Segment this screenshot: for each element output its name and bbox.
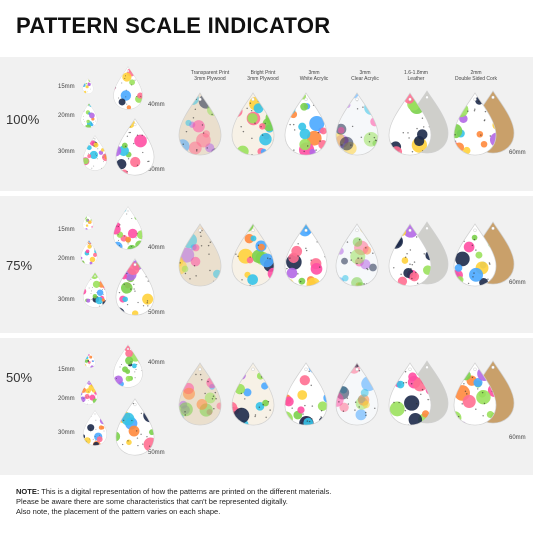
material-label-bright-plywood: Bright Print 3mm Plywood <box>247 70 279 82</box>
drop-white-acrylic <box>284 223 328 287</box>
drop-leather <box>388 223 432 287</box>
size-label-30mm: 30mm <box>58 297 75 303</box>
drop-transparent-plywood <box>178 223 222 287</box>
material-label-cork: 2mm Double Sided Cork <box>455 70 497 82</box>
scale-label-50: 50% <box>6 370 33 385</box>
drop-bright-plywood <box>231 223 275 287</box>
pattern-drop-size-1 <box>80 103 98 128</box>
drop-white-acrylic <box>284 92 328 156</box>
drop-transparent-plywood <box>178 362 222 426</box>
drop-clear-acrylic <box>335 362 379 426</box>
pattern-drop-size-2 <box>82 135 108 171</box>
size-label-60mm: 60mm <box>509 280 526 286</box>
size-label-60mm: 60mm <box>509 435 526 441</box>
drop-cork <box>453 92 497 156</box>
note-label: NOTE: <box>16 487 40 496</box>
drop-transparent-plywood <box>178 92 222 156</box>
size-label-50mm: 50mm <box>148 310 165 316</box>
scale-label-75: 75% <box>6 258 33 273</box>
size-label-50mm: 50mm <box>148 450 165 456</box>
size-label-15mm: 15mm <box>58 227 75 233</box>
pattern-drop-size-0 <box>84 352 96 368</box>
pattern-drop-size-2 <box>82 410 108 446</box>
pattern-drop-size-1 <box>80 240 98 265</box>
pattern-drop-size-4 <box>115 118 155 176</box>
pattern-drop-size-1 <box>80 380 98 405</box>
pattern-drop-size-3 <box>113 66 143 110</box>
pattern-drop-size-4 <box>115 398 155 456</box>
material-label-white-acrylic: 3mm White Acrylic <box>299 70 329 82</box>
note-text: NOTE: This is a digital representation o… <box>16 487 332 516</box>
drop-cork <box>453 362 497 426</box>
material-label-leather: 1.6-1.8mm Leather <box>404 70 428 82</box>
drop-clear-acrylic <box>335 92 379 156</box>
drop-leather <box>388 362 432 426</box>
size-label-20mm: 20mm <box>58 113 75 119</box>
size-label-20mm: 20mm <box>58 396 75 402</box>
size-label-15mm: 15mm <box>58 84 75 90</box>
drop-leather <box>388 92 432 156</box>
pattern-drop-size-0 <box>82 78 94 94</box>
material-label-transparent-plywood: Transparent Print 3mm Plywood <box>190 70 230 82</box>
size-label-30mm: 30mm <box>58 149 75 155</box>
size-label-40mm: 40mm <box>148 360 165 366</box>
size-label-60mm: 60mm <box>509 150 526 156</box>
size-label-50mm: 50mm <box>148 167 165 173</box>
pattern-drop-size-3 <box>113 206 143 250</box>
pattern-drop-size-0 <box>82 214 94 230</box>
size-label-15mm: 15mm <box>58 367 75 373</box>
scale-label-100: 100% <box>6 112 40 127</box>
drop-bright-plywood <box>231 362 275 426</box>
size-label-30mm: 30mm <box>58 430 75 436</box>
size-label-40mm: 40mm <box>148 245 165 251</box>
size-label-20mm: 20mm <box>58 256 75 262</box>
drop-white-acrylic <box>284 362 328 426</box>
drop-bright-plywood <box>231 92 275 156</box>
size-label-40mm: 40mm <box>148 102 165 108</box>
page-title: PATTERN SCALE INDICATOR <box>16 13 331 38</box>
pattern-drop-size-2 <box>82 272 108 308</box>
drop-clear-acrylic <box>335 223 379 287</box>
material-label-clear-acrylic: 3mm Clear Acrylic <box>351 70 379 82</box>
drop-cork <box>453 223 497 287</box>
pattern-drop-size-4 <box>115 258 155 316</box>
pattern-drop-size-3 <box>113 344 143 388</box>
